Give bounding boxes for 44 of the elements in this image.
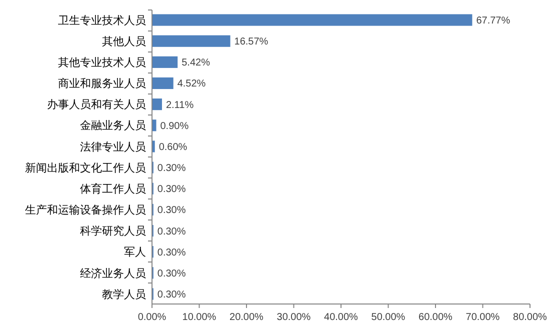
data-label: 0.30% [157, 268, 186, 280]
bar [152, 14, 472, 26]
bar [152, 56, 178, 68]
bar [152, 120, 156, 132]
x-tick-label: 0.00% [138, 312, 166, 323]
x-tick-label: 80.00% [513, 312, 548, 323]
bar [152, 140, 155, 152]
x-tick-label: 20.00% [230, 312, 264, 323]
y-tick-label: 新闻出版和文化工作人员 [25, 161, 146, 174]
data-label: 5.42% [182, 58, 210, 69]
data-label: 0.30% [157, 289, 186, 300]
x-tick-label: 60.00% [418, 312, 453, 323]
y-tick-label: 金融业务人员 [80, 119, 146, 132]
x-tick-label: 50.00% [371, 312, 406, 323]
data-label: 0.90% [160, 120, 189, 132]
y-tick-label: 商业和服务业人员 [58, 77, 146, 90]
y-tick-label: 其他专业技术人员 [58, 56, 146, 70]
y-tick-label: 教学人员 [102, 288, 146, 301]
bar [152, 98, 162, 110]
y-tick-label: 经济业务人员 [80, 266, 146, 280]
x-tick-label: 40.00% [324, 312, 358, 323]
y-tick-label: 生产和运输设备操作人员 [25, 204, 146, 217]
x-tick-label: 70.00% [466, 312, 500, 323]
data-label: 16.57% [234, 36, 268, 48]
data-label: 0.30% [157, 226, 186, 238]
y-tick-label: 办事人员和有关人员 [47, 98, 146, 112]
y-tick-label: 法律专业人员 [80, 140, 146, 154]
x-tick-label: 30.00% [276, 312, 311, 323]
y-tick-label: 科学研究人员 [80, 224, 146, 238]
y-tick-label: 卫生专业技术人员 [58, 14, 146, 27]
data-label: 67.77% [476, 16, 510, 27]
data-label: 0.30% [157, 184, 186, 196]
y-tick-label: 军人 [124, 246, 146, 259]
x-tick-label: 10.00% [182, 312, 216, 323]
data-label: 0.60% [158, 142, 188, 153]
y-tick-label: 体育工作人员 [80, 182, 146, 196]
y-tick-label: 其他人员 [102, 34, 146, 48]
data-label: 0.30% [157, 205, 186, 216]
data-label: 0.30% [157, 247, 186, 258]
data-label: 4.52% [177, 78, 206, 90]
bar [152, 35, 230, 47]
bar [152, 77, 174, 90]
data-label: 0.30% [157, 163, 186, 174]
data-label: 2.11% [166, 100, 194, 111]
